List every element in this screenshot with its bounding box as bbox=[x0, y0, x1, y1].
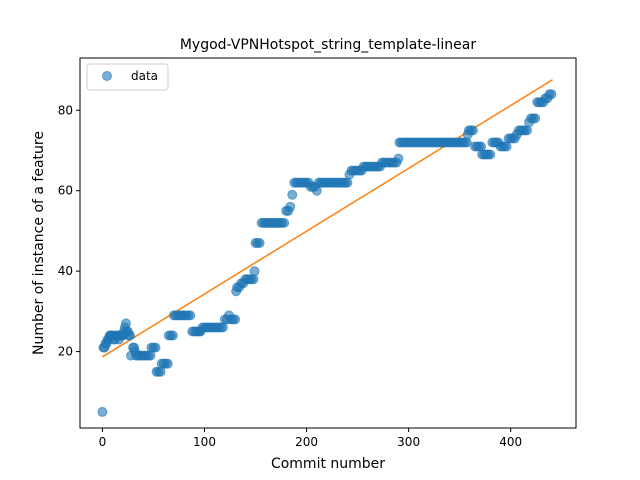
legend-label-data: data bbox=[131, 69, 158, 83]
x-axis-ticks: 0 100 200 300 400 bbox=[99, 428, 522, 449]
data-point bbox=[249, 266, 260, 277]
data-point bbox=[393, 153, 404, 164]
x-tick-label: 0 bbox=[99, 435, 107, 449]
data-points bbox=[97, 89, 557, 417]
y-tick-label: 80 bbox=[58, 103, 73, 117]
x-tick-label: 400 bbox=[499, 435, 522, 449]
axes-frame bbox=[79, 57, 577, 429]
y-tick-label: 60 bbox=[58, 184, 73, 198]
data-point bbox=[97, 406, 108, 417]
y-tick-label: 20 bbox=[58, 345, 73, 359]
y-axis-ticks: 20 40 60 80 bbox=[58, 103, 80, 359]
data-point bbox=[150, 342, 161, 353]
data-point bbox=[342, 177, 353, 188]
x-axis-label: Commit number bbox=[271, 456, 385, 472]
data-point bbox=[546, 89, 557, 100]
legend-marker-data bbox=[102, 71, 112, 81]
chart-title: Mygod-VPNHotspot_string_template-linear bbox=[180, 37, 477, 53]
data-point bbox=[287, 189, 298, 200]
data-point bbox=[167, 330, 178, 341]
data-point bbox=[285, 201, 296, 212]
data-point bbox=[467, 125, 478, 136]
data-point bbox=[185, 310, 196, 321]
data-point bbox=[125, 330, 136, 341]
x-tick-label: 200 bbox=[295, 435, 318, 449]
x-tick-label: 300 bbox=[397, 435, 420, 449]
data-point bbox=[485, 149, 496, 160]
data-point bbox=[530, 113, 541, 124]
y-tick-label: 40 bbox=[58, 264, 73, 278]
data-point bbox=[522, 125, 533, 136]
x-tick-label: 100 bbox=[193, 435, 216, 449]
data-point bbox=[230, 314, 241, 325]
legend: data bbox=[86, 63, 169, 91]
data-point bbox=[279, 217, 290, 228]
y-axis-label: Number of instance of a feature bbox=[31, 131, 47, 355]
legend-box bbox=[86, 63, 169, 91]
data-point bbox=[162, 358, 173, 369]
data-point bbox=[254, 238, 265, 248]
